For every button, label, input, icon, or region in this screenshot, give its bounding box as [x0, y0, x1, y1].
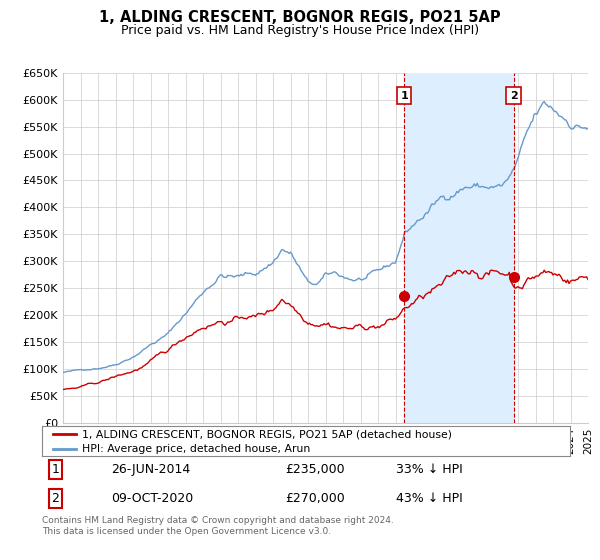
Text: HPI: Average price, detached house, Arun: HPI: Average price, detached house, Arun — [82, 444, 310, 454]
Text: £235,000: £235,000 — [285, 463, 344, 476]
Text: 33% ↓ HPI: 33% ↓ HPI — [396, 463, 463, 476]
Text: 1: 1 — [51, 463, 59, 476]
Text: 2: 2 — [51, 492, 59, 505]
Text: Price paid vs. HM Land Registry's House Price Index (HPI): Price paid vs. HM Land Registry's House … — [121, 24, 479, 36]
Text: 43% ↓ HPI: 43% ↓ HPI — [396, 492, 463, 505]
Text: 09-OCT-2020: 09-OCT-2020 — [110, 492, 193, 505]
Text: £270,000: £270,000 — [285, 492, 344, 505]
Text: 1, ALDING CRESCENT, BOGNOR REGIS, PO21 5AP (detached house): 1, ALDING CRESCENT, BOGNOR REGIS, PO21 5… — [82, 429, 452, 439]
Text: 2: 2 — [510, 91, 517, 101]
Text: 26-JUN-2014: 26-JUN-2014 — [110, 463, 190, 476]
Bar — [404, 73, 514, 423]
Text: 1: 1 — [400, 91, 408, 101]
Text: Contains HM Land Registry data © Crown copyright and database right 2024.
This d: Contains HM Land Registry data © Crown c… — [42, 516, 394, 536]
Text: 1, ALDING CRESCENT, BOGNOR REGIS, PO21 5AP: 1, ALDING CRESCENT, BOGNOR REGIS, PO21 5… — [99, 10, 501, 25]
